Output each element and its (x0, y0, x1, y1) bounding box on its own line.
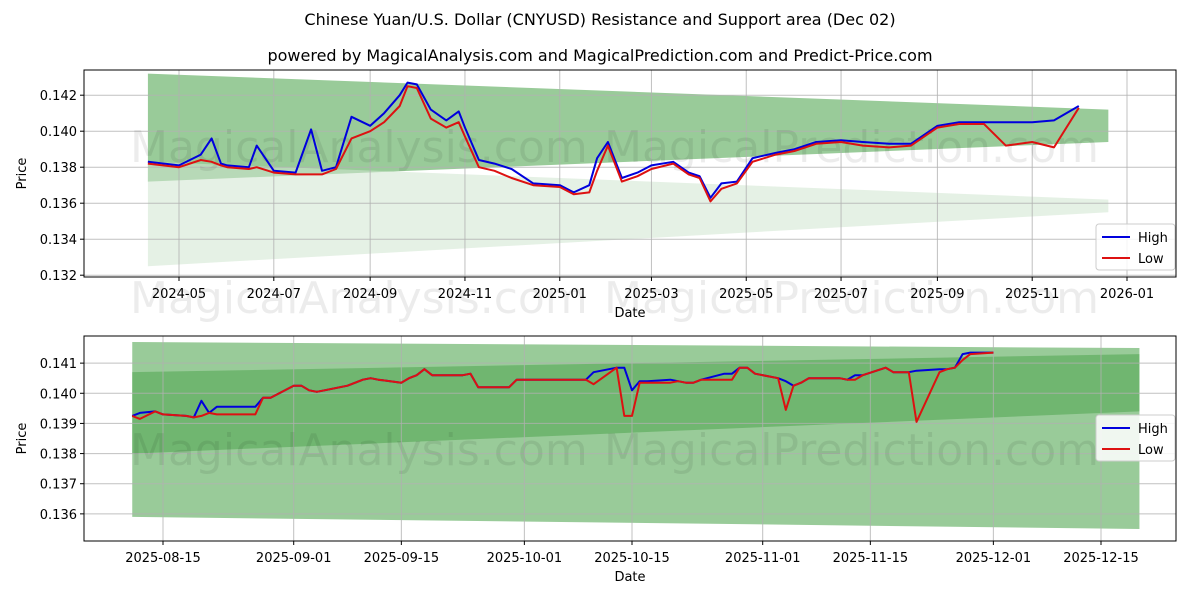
y-tick-label: 0.136 (40, 197, 77, 212)
x-tick-label: 2025-03 (624, 287, 678, 302)
y-tick-label: 0.141 (40, 357, 77, 372)
series-line-low (147, 85, 1080, 203)
series-line-low (131, 351, 994, 423)
chart-subtitle: powered by MagicalAnalysis.com and Magic… (267, 46, 933, 65)
watermark-text: MagicalAnalysis.com (130, 122, 588, 173)
y-tick-label: 0.140 (40, 125, 77, 140)
y-tick-label: 0.132 (40, 269, 77, 284)
x-tick-label: 2024-05 (152, 287, 206, 302)
legend-label-high: High (1138, 231, 1168, 246)
y-axis-label: Price (15, 423, 30, 455)
watermark-text: MagicalAnalysis.com (130, 273, 588, 324)
y-tick-label: 0.139 (40, 417, 77, 432)
legend-label-low: Low (1138, 443, 1164, 458)
y-tick-label: 0.138 (40, 448, 77, 463)
x-tick-label: 2025-12-15 (1063, 551, 1139, 566)
band-support (147, 161, 1109, 267)
y-tick-label: 0.138 (40, 161, 77, 176)
watermark-text: MagicalPrediction.com (604, 273, 1099, 324)
plot-frame (83, 69, 1177, 278)
x-tick-label: 2025-09-01 (256, 551, 332, 566)
x-tick-label: 2025-12-01 (956, 551, 1032, 566)
y-axis-label: Price (15, 158, 30, 190)
top-chart-panel: 2024-05 2024-07 2024-09 2024-11 2025-01 2025-… (15, 69, 1177, 324)
x-tick-label: 2026-01 (1100, 287, 1154, 302)
x-tick-label: 2025-10-01 (487, 551, 563, 566)
x-tick-label: 2024-09 (343, 287, 397, 302)
watermark-text: MagicalPrediction.com (604, 122, 1099, 173)
legend: High Low (1095, 223, 1176, 271)
y-tick-label: 0.137 (40, 478, 77, 493)
watermark-text: MagicalPrediction.com (604, 425, 1099, 476)
x-tick-label: 2025-10-15 (594, 551, 670, 566)
y-tick-label: 0.140 (40, 387, 77, 402)
x-tick-label: 2025-11-01 (725, 551, 801, 566)
legend-label-high: High (1138, 422, 1168, 437)
legend: High Low (1095, 414, 1176, 462)
x-tick-label: 2025-11-15 (833, 551, 909, 566)
plot-frame (83, 335, 1177, 542)
x-axis-label: Date (614, 306, 645, 321)
y-tick-label: 0.134 (40, 233, 77, 248)
x-tick-label: 2024-11 (438, 287, 492, 302)
x-axis-label: Date (614, 570, 645, 585)
bottom-chart-panel: 2025-08-15 2025-09-01 2025-09-15 2025-10-01… (15, 335, 1177, 585)
x-tick-label: 2025-09 (910, 287, 964, 302)
x-tick-label: 2025-05 (719, 287, 773, 302)
chart-title: Chinese Yuan/U.S. Dollar (CNYUSD) Resist… (304, 10, 896, 29)
x-tick-label: 2025-08-15 (125, 551, 201, 566)
band-resistance (147, 73, 1109, 182)
x-tick-label: 2025-11 (1005, 287, 1059, 302)
watermark-text: MagicalAnalysis.com (130, 425, 588, 476)
legend-label-low: Low (1138, 252, 1164, 267)
y-tick-label: 0.136 (40, 508, 77, 523)
series-line-high (147, 81, 1080, 199)
x-tick-label: 2025-01 (533, 287, 587, 302)
band-support (132, 354, 1140, 529)
x-tick-label: 2024-07 (247, 287, 301, 302)
x-tick-label: 2025-09-15 (364, 551, 440, 566)
y-tick-label: 0.142 (40, 89, 77, 104)
x-tick-label: 2025-07 (814, 287, 868, 302)
